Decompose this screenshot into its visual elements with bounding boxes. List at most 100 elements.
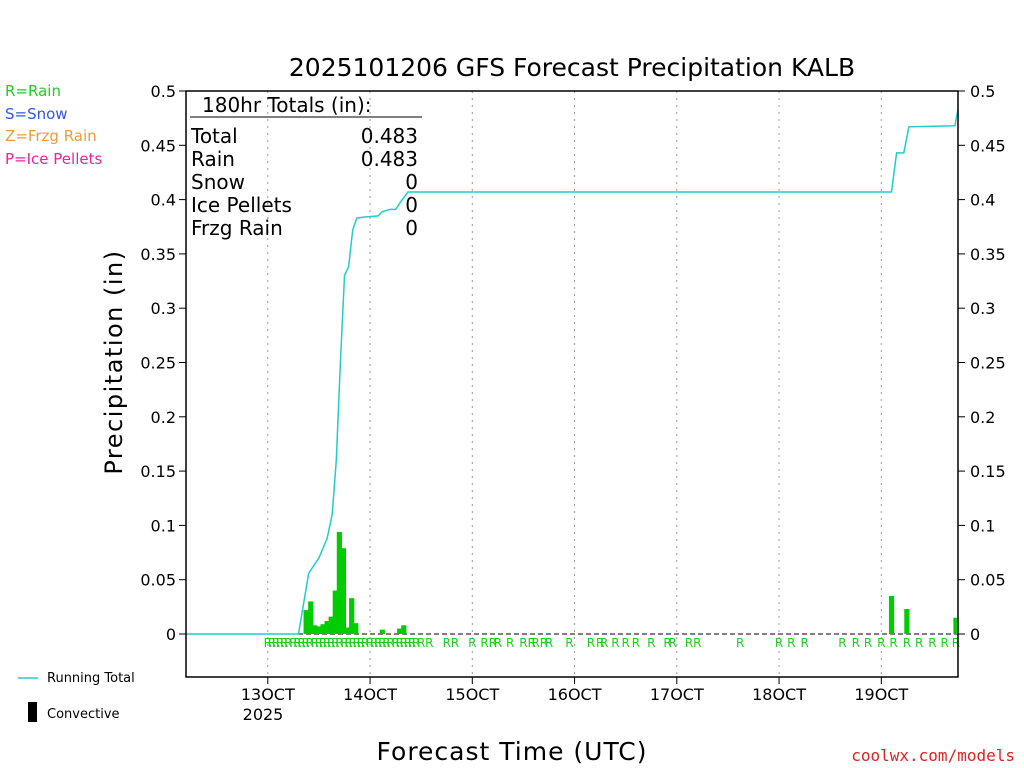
y-tick-label-right: 0.4 xyxy=(970,191,995,210)
ptype-code: R xyxy=(344,636,352,650)
ptype-code: R xyxy=(519,636,527,650)
ptype-code: R xyxy=(272,636,280,650)
ptype-code: R xyxy=(276,636,284,650)
ptype-code: R xyxy=(545,636,553,650)
ptype-code: R xyxy=(408,636,416,650)
totals-rain-value: 0.483 xyxy=(361,147,418,171)
y-tick-label: 0.05 xyxy=(140,571,176,590)
precip-bar xyxy=(353,623,359,634)
legend-snow: S=Snow xyxy=(5,105,68,123)
y-axis-left: 0 0.05 0.1 0.15 0.2 0.25 0.3 0.35 0.4 0.45 0.5 xyxy=(140,82,186,644)
ptype-code: R xyxy=(489,636,497,650)
ptype-code: R xyxy=(693,636,701,650)
ptype-code: R xyxy=(293,636,301,650)
precip-bar xyxy=(308,601,314,634)
ptype-code: R xyxy=(468,636,476,650)
precip-bar xyxy=(336,531,342,634)
ptype-code: R xyxy=(382,636,390,650)
y-tick-label-right: 0.35 xyxy=(970,245,1006,264)
ptype-code: R xyxy=(396,636,404,650)
ptype-code: R xyxy=(391,636,399,650)
precip-bar xyxy=(324,620,330,634)
ptype-code: R xyxy=(335,636,343,650)
precip-bar xyxy=(953,617,959,634)
ptype-code: R xyxy=(386,636,394,650)
ptype-code: R xyxy=(669,636,677,650)
ptype-code: R xyxy=(800,636,808,650)
y-tick-label-right: 0.5 xyxy=(970,82,995,101)
ptype-code: R xyxy=(361,636,369,650)
ptype-code: R xyxy=(663,636,671,650)
ptype-code: R xyxy=(417,636,425,650)
x-tick-label: 16OCT xyxy=(548,685,602,704)
totals-snow-label: Snow xyxy=(191,170,245,194)
convective-legend: Convective xyxy=(47,707,120,722)
ptype-code: R xyxy=(412,636,420,650)
ptype-code: R xyxy=(480,636,488,650)
ptype-code: R xyxy=(915,636,923,650)
x-tick-label: 15OCT xyxy=(445,685,499,704)
ptype-code: R xyxy=(366,636,374,650)
totals-frzg-label: Frzg Rain xyxy=(191,216,283,240)
ptype-code: R xyxy=(315,636,323,650)
y-tick-label: 0.5 xyxy=(151,82,176,101)
ptype-code: R xyxy=(685,636,693,650)
precip-bar xyxy=(888,595,895,634)
x-tick-label: 18OCT xyxy=(752,685,806,704)
ptype-code: R xyxy=(378,636,386,650)
ptype-code: R xyxy=(301,636,309,650)
precip-bar xyxy=(328,616,334,634)
y-tick-label-right: 0.15 xyxy=(970,462,1006,481)
ptype-code: R xyxy=(527,636,535,650)
y-tick-label-right: 0.25 xyxy=(970,354,1006,373)
ptype-code: R xyxy=(787,636,795,650)
y-tick-label: 0.35 xyxy=(140,245,176,264)
x-tick-label: 19OCT xyxy=(854,685,908,704)
vertical-gridlines xyxy=(267,91,882,677)
year-label: 2025 xyxy=(243,705,284,724)
x-axis-title: Forecast Time (UTC) xyxy=(377,737,648,766)
ptype-code: R xyxy=(596,636,604,650)
precipitation-bars xyxy=(303,531,959,634)
y-tick-label-right: 0.3 xyxy=(970,299,995,318)
chart-title: 2025101206 GFS Forecast Precipitation KA… xyxy=(289,53,855,82)
totals-box: 180hr Totals (in): Total 0.483 Rain 0.48… xyxy=(190,93,422,240)
plot-frame xyxy=(185,90,959,678)
precip-bar xyxy=(312,625,318,634)
y-axis-title: Precipitation (in) xyxy=(100,249,128,474)
ptype-code: R xyxy=(404,636,412,650)
ptype-code: R xyxy=(451,636,459,650)
ptype-code: R xyxy=(647,636,655,650)
precip-bar xyxy=(904,609,910,634)
y-tick-label: 0.4 xyxy=(151,191,176,210)
precip-bar xyxy=(344,627,351,634)
ptype-code: R xyxy=(357,636,365,650)
totals-frzg-value: 0 xyxy=(405,216,418,240)
ptype-code: R xyxy=(540,636,548,650)
series-legend: Running Total Convective xyxy=(18,671,135,722)
ptype-code: R xyxy=(443,636,451,650)
precip-bar xyxy=(303,610,309,634)
ptype-code: R xyxy=(331,636,339,650)
x-tick-label: 14OCT xyxy=(343,685,397,704)
ptype-code: R xyxy=(280,636,288,650)
y-tick-label: 0.25 xyxy=(140,354,176,373)
ptype-code: R xyxy=(903,636,911,650)
legend-ice-pellets: P=Ice Pellets xyxy=(5,150,102,168)
y-axis-right: 0 0.05 0.1 0.15 0.2 0.25 0.3 0.35 0.4 0.45 0.5 xyxy=(958,82,1006,644)
ptype-code: R xyxy=(425,636,433,650)
precip-bar xyxy=(349,598,355,634)
ptype-code: R xyxy=(889,636,897,650)
ptype-code: R xyxy=(340,636,348,650)
precip-bar xyxy=(340,548,347,634)
precip-bar xyxy=(379,629,385,634)
ptype-code: R xyxy=(952,636,960,650)
totals-total-value: 0.483 xyxy=(361,124,418,148)
ptype-code: R xyxy=(323,636,331,650)
running-total-polyline xyxy=(186,109,959,635)
x-tick-label: 17OCT xyxy=(650,685,704,704)
x-axis: 13OCT 14OCT 15OCT 16OCT 17OCT 18OCT 19OCT xyxy=(241,677,908,704)
y-tick-label-right: 0.45 xyxy=(970,136,1006,155)
ptype-code: R xyxy=(374,636,382,650)
